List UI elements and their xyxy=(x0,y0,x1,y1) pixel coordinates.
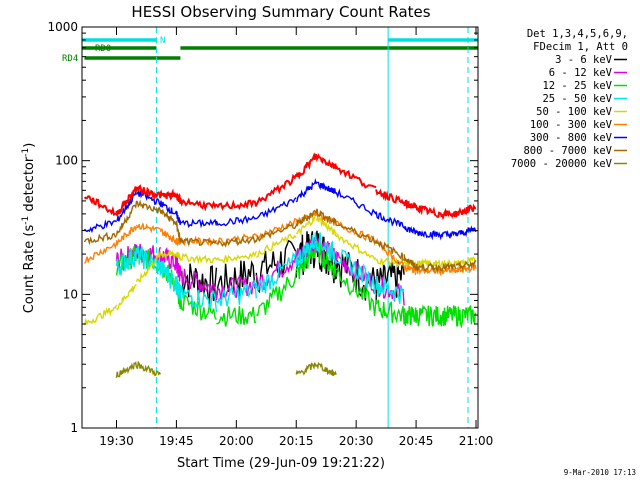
legend-header-0: Det 1,3,4,5,6,9, xyxy=(527,28,628,40)
x-tick-label-6: 21:00 xyxy=(459,434,494,448)
x-axis-label: Start Time (29-Jun-09 19:21:22) xyxy=(177,456,385,471)
flag-label-rd4: RD4 xyxy=(62,54,78,64)
legend-header-1: FDecim 1, Att 0 xyxy=(533,41,628,53)
y-tick-label-0: 1 xyxy=(70,421,78,435)
series-line-6 xyxy=(83,178,477,241)
x-tick-label-5: 20:45 xyxy=(399,434,434,448)
series-line-7 xyxy=(83,199,477,273)
y-axis-ticks: 1 10 100 1000 xyxy=(47,20,478,435)
legend: Det 1,3,4,5,6,9,FDecim 1, Att 03 - 6 keV… xyxy=(511,28,628,170)
x-tick-label-0: 19:30 xyxy=(99,434,134,448)
series-line-3 xyxy=(115,232,405,312)
legend-label-7: 800 - 7000 keV xyxy=(523,145,612,157)
y-axis-label-sup1: -1 xyxy=(21,216,31,225)
y-axis-label-sup2: -1 xyxy=(21,148,31,157)
legend-label-0: 3 - 6 keV xyxy=(555,54,613,66)
y-axis-label-mid: detector xyxy=(22,156,37,216)
y-tick-label-2: 100 xyxy=(55,154,78,168)
legend-label-8: 7000 - 20000 keV xyxy=(511,158,613,170)
x-tick-label-2: 20:00 xyxy=(219,434,254,448)
flag-label-rd0: RD0 xyxy=(95,44,111,54)
legend-label-1: 6 - 12 keV xyxy=(549,67,613,79)
legend-label-6: 300 - 800 keV xyxy=(530,132,613,144)
legend-label-3: 25 - 50 keV xyxy=(542,93,612,105)
x-tick-label-1: 19:45 xyxy=(159,434,194,448)
legend-label-2: 12 - 25 keV xyxy=(542,80,612,92)
x-tick-label-4: 20:30 xyxy=(339,434,374,448)
chart-title: HESSI Observing Summary Count Rates xyxy=(131,3,430,21)
x-tick-label-3: 20:15 xyxy=(279,434,314,448)
y-axis-label: Count Rate (s-1 detector-1) xyxy=(21,143,37,314)
y-axis-label-start: Count Rate (s xyxy=(22,225,37,314)
legend-label-5: 100 - 300 keV xyxy=(530,119,613,131)
series-line-8 xyxy=(115,360,337,378)
y-tick-label-3: 1000 xyxy=(47,20,78,34)
plot-frame xyxy=(81,26,479,429)
series-line-0 xyxy=(179,230,405,305)
series-layer xyxy=(83,152,477,378)
flag-label-n: N xyxy=(160,36,165,46)
flags-layer: N RD0 RD4 xyxy=(62,36,478,64)
legend-label-4: 50 - 100 keV xyxy=(536,106,613,118)
x-axis-ticks: 19:30 19:45 20:00 20:15 20:30 20:45 21:00 xyxy=(99,27,493,448)
y-tick-label-1: 10 xyxy=(63,287,78,301)
y-axis-label-end: ) xyxy=(22,143,37,148)
footer-timestamp: 9-Mar-2010 17:13 xyxy=(564,468,636,477)
series-line-9 xyxy=(83,152,476,221)
